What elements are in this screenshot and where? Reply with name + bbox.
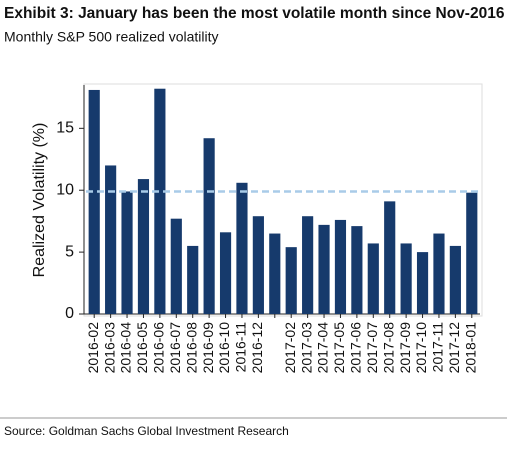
x-tick-label: 2017-07 (364, 322, 380, 374)
bar (384, 201, 396, 314)
x-tick-label: 2016-04 (118, 322, 134, 374)
x-tick-label: 2017-05 (331, 322, 347, 374)
bar (154, 88, 166, 314)
bar (137, 179, 150, 314)
x-tick-label: 2016-06 (151, 322, 167, 374)
bar (269, 233, 281, 314)
x-tick-label: 2017-04 (315, 322, 331, 374)
x-tick-label: 2017-06 (348, 322, 364, 374)
bar (351, 226, 363, 314)
y-tick-label: 5 (65, 243, 74, 260)
x-tick-label: 2017-09 (397, 322, 413, 374)
bar (285, 247, 297, 314)
y-axis-label: Realized Volatility (%) (31, 123, 48, 278)
bar (170, 218, 182, 314)
bar (334, 219, 347, 314)
bar (88, 89, 100, 314)
x-tick-label: 2017-10 (413, 322, 429, 374)
x-tick-label: 2016-11 (233, 322, 249, 373)
bar (400, 243, 412, 314)
bar (252, 216, 264, 314)
x-tick-label: 2016-08 (183, 322, 199, 374)
x-tick-label: 2017-08 (380, 322, 396, 374)
bar (318, 224, 330, 314)
x-tick-label: 2016-02 (85, 322, 101, 374)
x-tick-label: 2016-09 (200, 322, 216, 374)
x-tick-label: 2016-10 (216, 322, 232, 374)
y-tick-label: 10 (56, 181, 74, 198)
x-tick-label: 2016-12 (249, 322, 265, 374)
bar (416, 252, 429, 314)
x-tick-label: 2016-05 (134, 322, 150, 374)
source: Source: Goldman Sachs Global Investment … (4, 424, 289, 438)
x-tick-label: 2016-07 (167, 322, 183, 374)
x-tick-label: 2017-12 (446, 322, 462, 374)
bar (105, 165, 117, 314)
bar (302, 216, 314, 314)
y-tick-label: 15 (56, 120, 74, 137)
chart-title: Exhibit 3: January has been the most vol… (4, 5, 505, 22)
bar (433, 233, 445, 314)
x-tick-label: 2017-11 (430, 322, 446, 373)
x-tick-label: 2018-01 (462, 322, 478, 374)
bar (121, 191, 133, 314)
bar (449, 245, 461, 314)
y-tick-label: 0 (65, 305, 74, 322)
bar (367, 243, 379, 314)
bar (187, 245, 199, 314)
x-tick-label: 2017-03 (298, 322, 314, 374)
bar (219, 232, 232, 314)
bar (466, 192, 478, 314)
x-tick-label: 2016-03 (101, 322, 117, 374)
x-tick-label: 2017-02 (282, 322, 298, 374)
bar (203, 138, 215, 314)
bar (236, 182, 248, 314)
chart-subtitle: Monthly S&P 500 realized volatility (4, 29, 219, 45)
